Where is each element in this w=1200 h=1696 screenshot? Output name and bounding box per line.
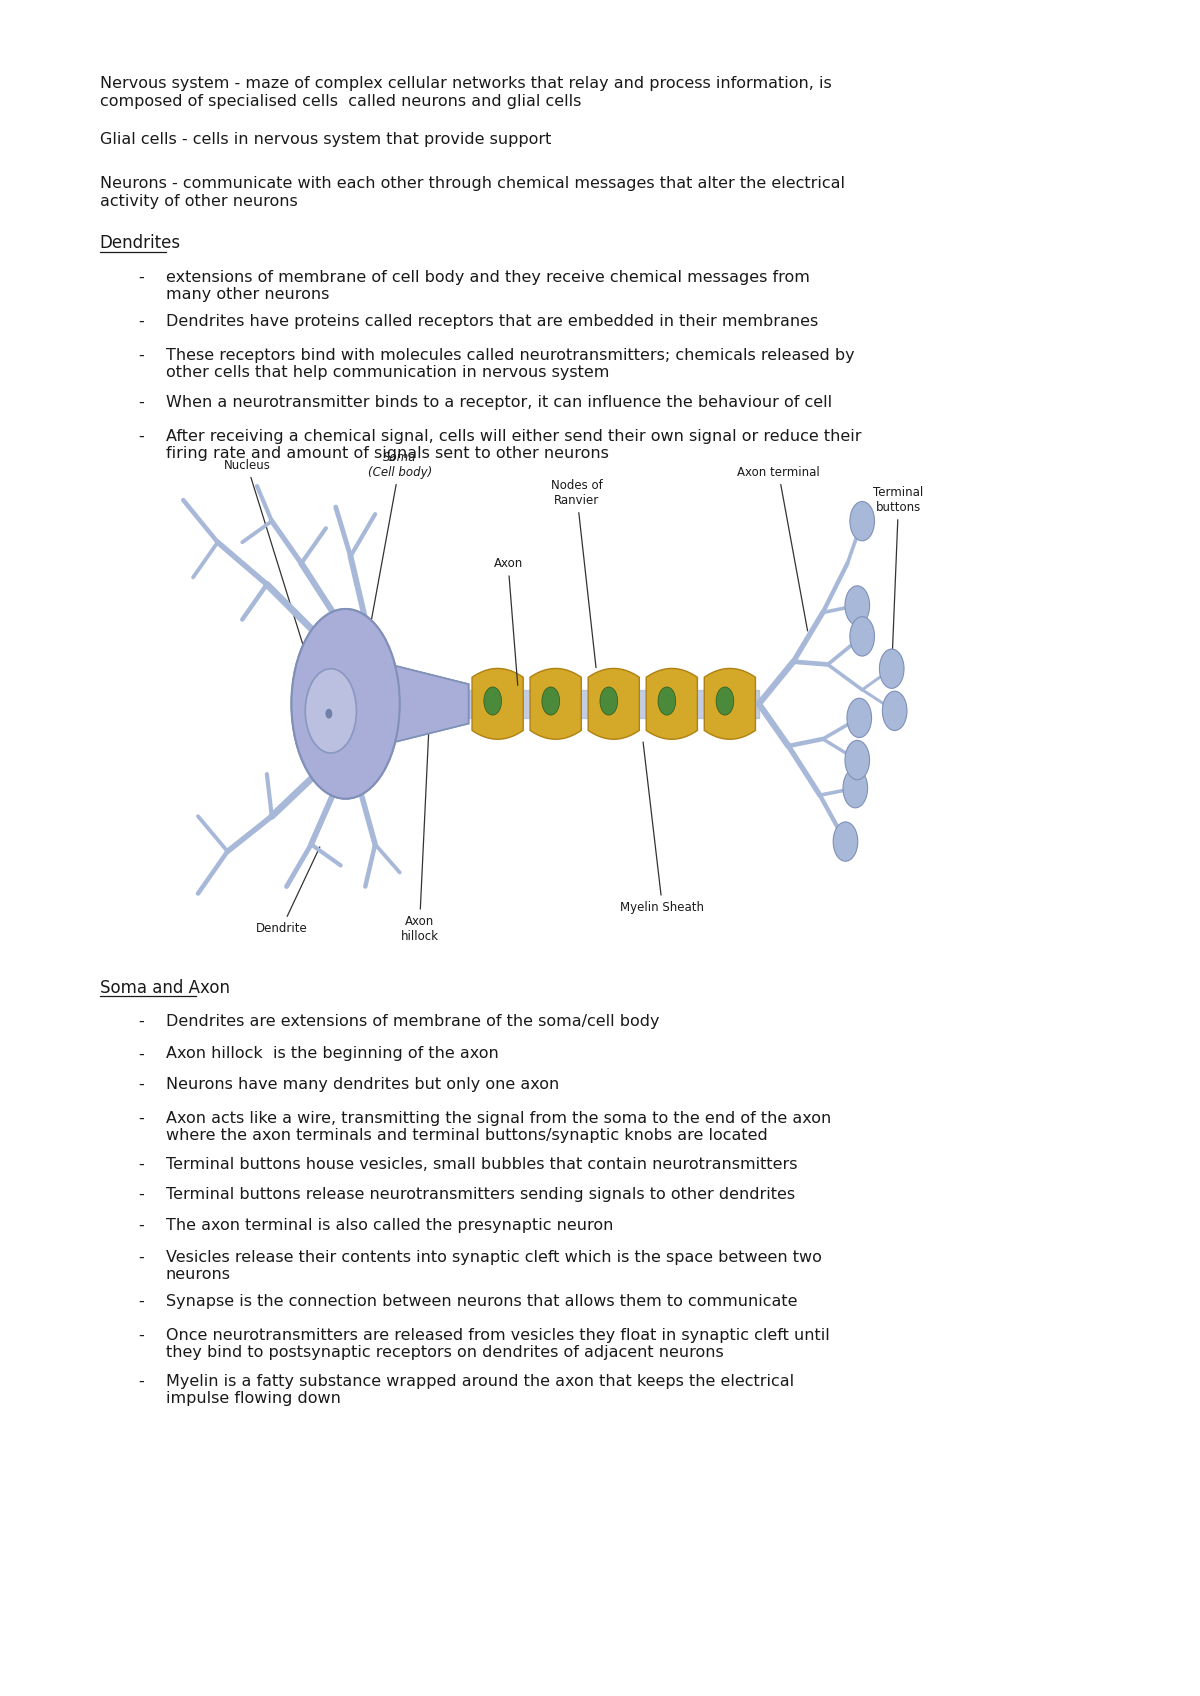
Text: -: - (138, 1374, 144, 1389)
Polygon shape (647, 668, 697, 739)
Ellipse shape (850, 617, 875, 656)
Text: After receiving a chemical signal, cells will either send their own signal or re: After receiving a chemical signal, cells… (166, 429, 862, 461)
Polygon shape (390, 665, 468, 743)
Ellipse shape (845, 585, 870, 626)
Polygon shape (390, 665, 468, 743)
Ellipse shape (484, 687, 502, 716)
Text: -: - (138, 429, 144, 444)
Ellipse shape (844, 768, 868, 807)
Text: Neurons - communicate with each other through chemical messages that alter the e: Neurons - communicate with each other th… (100, 176, 845, 209)
Ellipse shape (292, 609, 400, 799)
Ellipse shape (882, 692, 907, 731)
Text: Dendrites are extensions of membrane of the soma/cell body: Dendrites are extensions of membrane of … (166, 1014, 659, 1029)
Text: -: - (138, 1218, 144, 1233)
Text: When a neurotransmitter binds to a receptor, it can influence the behaviour of c: When a neurotransmitter binds to a recep… (166, 395, 832, 410)
Ellipse shape (847, 699, 871, 738)
Ellipse shape (880, 650, 904, 689)
Text: -: - (138, 1077, 144, 1092)
Text: Axon: Axon (493, 558, 523, 685)
Text: -: - (138, 1187, 144, 1202)
Text: Dendrites: Dendrites (100, 234, 181, 253)
Text: -: - (138, 1157, 144, 1172)
Text: Myelin is a fatty substance wrapped around the axon that keeps the electrical
im: Myelin is a fatty substance wrapped arou… (166, 1374, 793, 1406)
Text: Axon terminal: Axon terminal (737, 466, 820, 631)
Text: -: - (138, 1250, 144, 1265)
Text: Glial cells - cells in nervous system that provide support: Glial cells - cells in nervous system th… (100, 132, 551, 148)
Ellipse shape (542, 687, 559, 716)
Text: Axon hillock  is the beginning of the axon: Axon hillock is the beginning of the axo… (166, 1046, 498, 1062)
Text: -: - (138, 1111, 144, 1126)
Text: Terminal buttons release neurotransmitters sending signals to other dendrites: Terminal buttons release neurotransmitte… (166, 1187, 794, 1202)
Text: Once neurotransmitters are released from vesicles they float in synaptic cleft u: Once neurotransmitters are released from… (166, 1328, 829, 1360)
Text: Nodes of
Ranvier: Nodes of Ranvier (551, 478, 602, 668)
Text: Terminal
buttons: Terminal buttons (874, 487, 924, 667)
Text: Myelin Sheath: Myelin Sheath (620, 743, 704, 914)
Ellipse shape (658, 687, 676, 716)
Polygon shape (704, 668, 756, 739)
Text: -: - (138, 1046, 144, 1062)
Text: Soma and Axon: Soma and Axon (100, 979, 235, 997)
Text: Axon
hillock: Axon hillock (401, 724, 438, 943)
Ellipse shape (305, 668, 356, 753)
Text: Dendrites have proteins called receptors that are embedded in their membranes: Dendrites have proteins called receptors… (166, 314, 818, 329)
Ellipse shape (600, 687, 618, 716)
Polygon shape (588, 668, 640, 739)
Text: Synapse is the connection between neurons that allows them to communicate: Synapse is the connection between neuron… (166, 1294, 797, 1309)
Text: -: - (138, 270, 144, 285)
Text: Neurons have many dendrites but only one axon: Neurons have many dendrites but only one… (166, 1077, 559, 1092)
Text: Dendrite: Dendrite (256, 846, 320, 934)
Ellipse shape (716, 687, 733, 716)
Text: -: - (138, 348, 144, 363)
Ellipse shape (305, 668, 356, 753)
Text: Axon acts like a wire, transmitting the signal from the soma to the end of the a: Axon acts like a wire, transmitting the … (166, 1111, 830, 1143)
Ellipse shape (850, 502, 875, 541)
Text: -: - (138, 1294, 144, 1309)
Text: -: - (138, 395, 144, 410)
Ellipse shape (833, 823, 858, 862)
Ellipse shape (292, 609, 400, 799)
Ellipse shape (325, 709, 332, 719)
Text: -: - (138, 1014, 144, 1029)
Text: These receptors bind with molecules called neurotransmitters; chemicals released: These receptors bind with molecules call… (166, 348, 854, 380)
Text: Nucleus: Nucleus (223, 460, 316, 683)
Text: Nervous system - maze of complex cellular networks that relay and process inform: Nervous system - maze of complex cellula… (100, 76, 832, 109)
Text: Vesicles release their contents into synaptic cleft which is the space between t: Vesicles release their contents into syn… (166, 1250, 822, 1282)
Text: The axon terminal is also called the presynaptic neuron: The axon terminal is also called the pre… (166, 1218, 613, 1233)
Ellipse shape (845, 741, 870, 780)
Text: Soma
(Cell body): Soma (Cell body) (367, 451, 432, 624)
Polygon shape (530, 668, 581, 739)
Ellipse shape (325, 709, 332, 719)
Text: extensions of membrane of cell body and they receive chemical messages from
many: extensions of membrane of cell body and … (166, 270, 810, 302)
Polygon shape (472, 668, 523, 739)
Text: -: - (138, 314, 144, 329)
Text: Terminal buttons house vesicles, small bubbles that contain neurotransmitters: Terminal buttons house vesicles, small b… (166, 1157, 797, 1172)
Text: -: - (138, 1328, 144, 1343)
